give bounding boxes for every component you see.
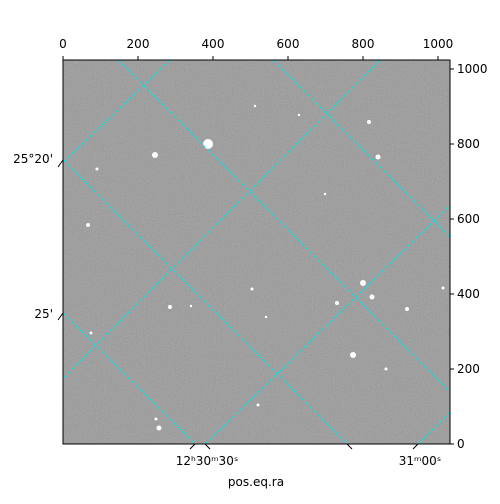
x-tick-label: 1000	[423, 37, 454, 51]
y-tick-label: 400	[457, 287, 480, 301]
coordinate-grid	[63, 60, 450, 444]
y-tick-label: 0	[457, 437, 465, 451]
frame	[62, 59, 451, 445]
stars	[86, 104, 445, 431]
dec-tick-label: 25'	[34, 307, 53, 321]
x-tick-label: 200	[127, 37, 150, 51]
x-tick-label: 800	[352, 37, 375, 51]
ra-tick-label: 31ᵐ00ˢ	[399, 454, 442, 468]
ra-tick-label: 12ʰ30ᵐ30ˢ	[176, 454, 239, 468]
y-tick-label: 600	[457, 212, 480, 226]
dec-tick-label: 25°20'	[13, 152, 53, 166]
y-tick-label: 200	[457, 362, 480, 376]
x-tick-label: 0	[59, 37, 67, 51]
x-axis-label: pos.eq.ra	[228, 475, 284, 489]
x-tick-label: 400	[202, 37, 225, 51]
wcs-ticks	[57, 159, 419, 450]
sky-image	[63, 60, 450, 444]
y-tick-label: 1000	[457, 62, 488, 76]
x-tick-label: 600	[277, 37, 300, 51]
y-tick-label: 800	[457, 137, 480, 151]
